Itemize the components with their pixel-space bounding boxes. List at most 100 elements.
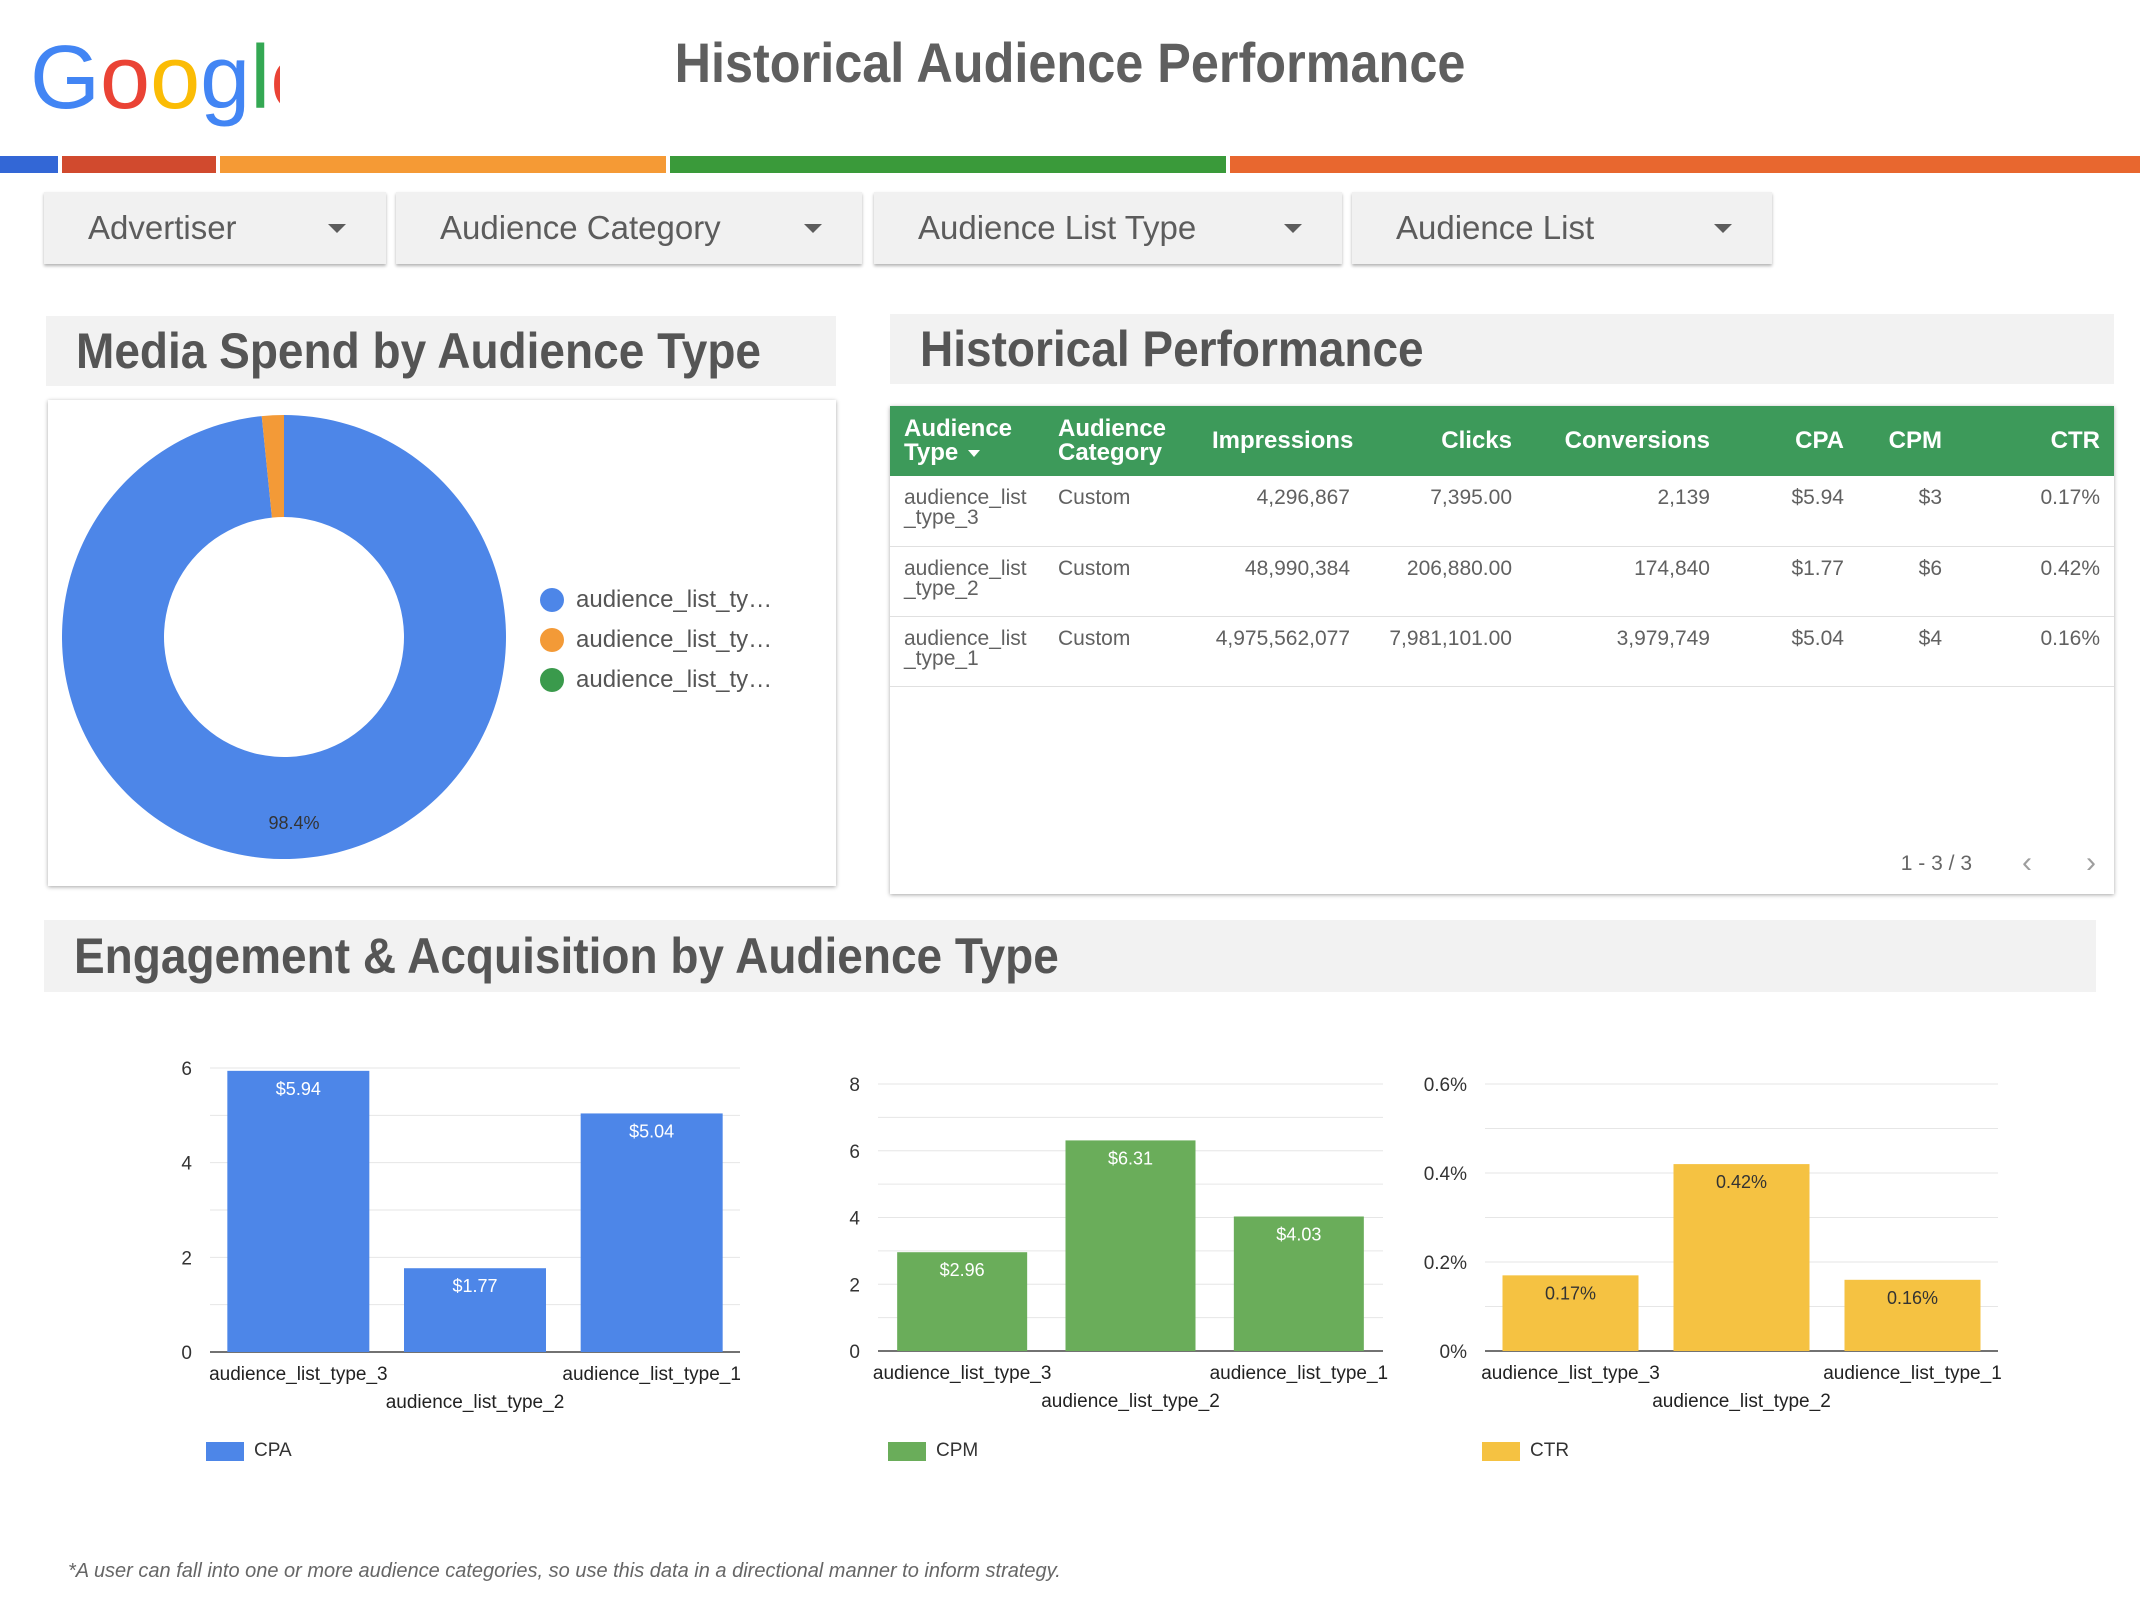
brand-color-bar bbox=[0, 156, 2140, 173]
column-header-audience-category[interactable]: Audience Category bbox=[1044, 406, 1198, 476]
y-tick-label: 6 bbox=[181, 1059, 192, 1080]
legend-label: audience_list_ty… bbox=[576, 586, 773, 613]
pagination-label: 1 - 3 / 3 bbox=[1900, 852, 1972, 875]
y-tick-label: 0.6% bbox=[1424, 1075, 1467, 1096]
x-category-label: audience_list_type_1 bbox=[562, 1364, 741, 1385]
brand-bar-segment bbox=[62, 156, 216, 173]
legend-label: CPM bbox=[936, 1440, 979, 1461]
cell-clicks: 206,880.00 bbox=[1364, 546, 1526, 617]
legend-label: CTR bbox=[1530, 1440, 1570, 1461]
cell-clicks: 7,395.00 bbox=[1364, 476, 1526, 547]
cpa-bar-chart: 0 2 4 6 $5.94 audience_list_type_3 $1.77 audien… bbox=[140, 1040, 770, 1430]
donut-legend-item: audience_list_ty… bbox=[540, 666, 772, 694]
column-header-conversions[interactable]: Conversions bbox=[1526, 406, 1724, 476]
column-header-cpm[interactable]: CPM bbox=[1858, 406, 1956, 476]
cell-audience-category: Custom bbox=[1044, 546, 1198, 617]
y-tick-label: 0% bbox=[1440, 1342, 1468, 1363]
x-category-label: audience_list_type_1 bbox=[1210, 1363, 1389, 1384]
donut-legend-item: audience_list_ty… bbox=[540, 626, 772, 654]
brand-bar-segment bbox=[1230, 156, 2140, 173]
bar bbox=[227, 1070, 370, 1352]
bar bbox=[1844, 1279, 1981, 1351]
filter-audience-list-type[interactable]: Audience List Type bbox=[874, 192, 1342, 264]
column-header-impressions[interactable]: Impressions bbox=[1198, 406, 1364, 476]
x-category-label: audience_list_type_2 bbox=[386, 1392, 565, 1413]
bar bbox=[1233, 1216, 1364, 1351]
x-category-label: audience_list_type_2 bbox=[1041, 1391, 1220, 1412]
cell-cpa: $5.04 bbox=[1724, 616, 1858, 687]
dropdown-arrow-icon bbox=[1284, 223, 1302, 233]
bar-data-label: $5.04 bbox=[629, 1121, 674, 1141]
next-page-icon[interactable]: › bbox=[2086, 846, 2096, 879]
donut-slice-label: 98.4% bbox=[268, 813, 319, 833]
ctr-legend: CTR bbox=[1482, 1440, 1569, 1462]
cell-cpm: $6 bbox=[1858, 546, 1956, 617]
x-category-label: audience_list_type_3 bbox=[209, 1364, 388, 1385]
cell-conversions: 174,840 bbox=[1526, 546, 1724, 617]
legend-label: CPA bbox=[254, 1440, 292, 1461]
filter-advertiser[interactable]: Advertiser bbox=[44, 192, 386, 264]
ctr-bar-chart: 0% 0.2% 0.4% 0.6% 0.17% audience_list_type_3 0… bbox=[1400, 1040, 2020, 1430]
filter-label: Audience List Type bbox=[918, 209, 1197, 246]
y-tick-label: 0 bbox=[181, 1343, 192, 1364]
table-header-row: Audience Type Audience Category Impressi… bbox=[890, 406, 2114, 476]
google-logo: Google bbox=[30, 28, 280, 128]
bar-data-label: 0.16% bbox=[1887, 1288, 1938, 1308]
y-tick-label: 2 bbox=[849, 1275, 860, 1296]
legend-swatch bbox=[1482, 1441, 1520, 1461]
cell-ctr: 0.17% bbox=[1956, 476, 2114, 547]
legend-label: audience_list_ty… bbox=[576, 666, 773, 693]
cell-cpm: $4 bbox=[1858, 616, 1956, 687]
table-row: audience_list_type_2 Custom 48,990,384 2… bbox=[890, 546, 2114, 617]
donut-slice bbox=[62, 415, 506, 859]
column-header-cpa[interactable]: CPA bbox=[1724, 406, 1858, 476]
bar-data-label: $2.96 bbox=[940, 1260, 985, 1280]
prev-page-icon[interactable]: ‹ bbox=[2022, 846, 2032, 879]
bar-data-label: 0.42% bbox=[1716, 1172, 1767, 1192]
filter-audience-list[interactable]: Audience List bbox=[1352, 192, 1772, 264]
bar bbox=[1673, 1164, 1810, 1351]
cpm-bar-chart: 0 2 4 6 8 $2.96 audience_list_type_3 $6.31 audie… bbox=[818, 1040, 1398, 1430]
y-tick-label: 0.4% bbox=[1424, 1164, 1467, 1185]
donut-chart-card: 98.4% audience_list_ty… audience_list_ty… bbox=[48, 400, 836, 886]
legend-dot bbox=[540, 628, 564, 652]
y-tick-label: 0 bbox=[849, 1342, 860, 1363]
legend-dot bbox=[540, 588, 564, 612]
dropdown-arrow-icon bbox=[1714, 223, 1732, 233]
cell-ctr: 0.16% bbox=[1956, 616, 2114, 687]
cell-cpa: $5.94 bbox=[1724, 476, 1858, 547]
section-title: Engagement & Acquisition by Audience Typ… bbox=[74, 928, 1059, 984]
page-title: Historical Audience Performance bbox=[674, 31, 1466, 94]
table-row: audience_list_type_1 Custom 4,975,562,07… bbox=[890, 616, 2114, 687]
legend-swatch bbox=[206, 1441, 244, 1461]
historical-performance-table-card: Audience Type Audience Category Impressi… bbox=[890, 406, 2114, 894]
column-header-clicks[interactable]: Clicks bbox=[1364, 406, 1526, 476]
column-header-audience-type[interactable]: Audience Type bbox=[890, 406, 1044, 476]
cell-clicks: 7,981,101.00 bbox=[1364, 616, 1526, 687]
filter-label: Advertiser bbox=[88, 209, 237, 246]
y-tick-label: 6 bbox=[849, 1142, 860, 1163]
cell-audience-type: audience_list_type_2 bbox=[890, 546, 1044, 617]
brand-bar-segment bbox=[0, 156, 58, 173]
cell-impressions: 4,975,562,077 bbox=[1198, 616, 1364, 687]
column-header-ctr[interactable]: CTR bbox=[1956, 406, 2114, 476]
filter-audience-category[interactable]: Audience Category bbox=[396, 192, 862, 264]
ctr-chart-svg: 0% 0.2% 0.4% 0.6% 0.17% audience_list_type_3 0… bbox=[1424, 1075, 2002, 1412]
cpm-chart-svg: 0 2 4 6 8 $2.96 audience_list_type_3 $6.31 audie… bbox=[849, 1075, 1389, 1412]
y-tick-label: 0.2% bbox=[1424, 1253, 1467, 1274]
x-category-label: audience_list_type_2 bbox=[1652, 1391, 1831, 1412]
bar-data-label: $5.94 bbox=[276, 1079, 321, 1099]
section-header-media-spend: Media Spend by Audience Type bbox=[46, 316, 836, 386]
cell-audience-category: Custom bbox=[1044, 616, 1198, 687]
filter-label: Audience Category bbox=[440, 209, 721, 246]
cell-impressions: 4,296,867 bbox=[1198, 476, 1364, 547]
legend-swatch bbox=[888, 1441, 926, 1461]
brand-bar-segment bbox=[220, 156, 666, 173]
bar-data-label: $4.03 bbox=[1276, 1224, 1321, 1244]
footnote: *A user can fall into one or more audien… bbox=[68, 1560, 1061, 1582]
x-category-label: audience_list_type_1 bbox=[1823, 1363, 2002, 1384]
bar bbox=[897, 1252, 1028, 1351]
x-category-label: audience_list_type_3 bbox=[1481, 1363, 1660, 1384]
bar bbox=[1065, 1140, 1196, 1351]
section-header-historical: Historical Performance bbox=[890, 314, 2114, 384]
